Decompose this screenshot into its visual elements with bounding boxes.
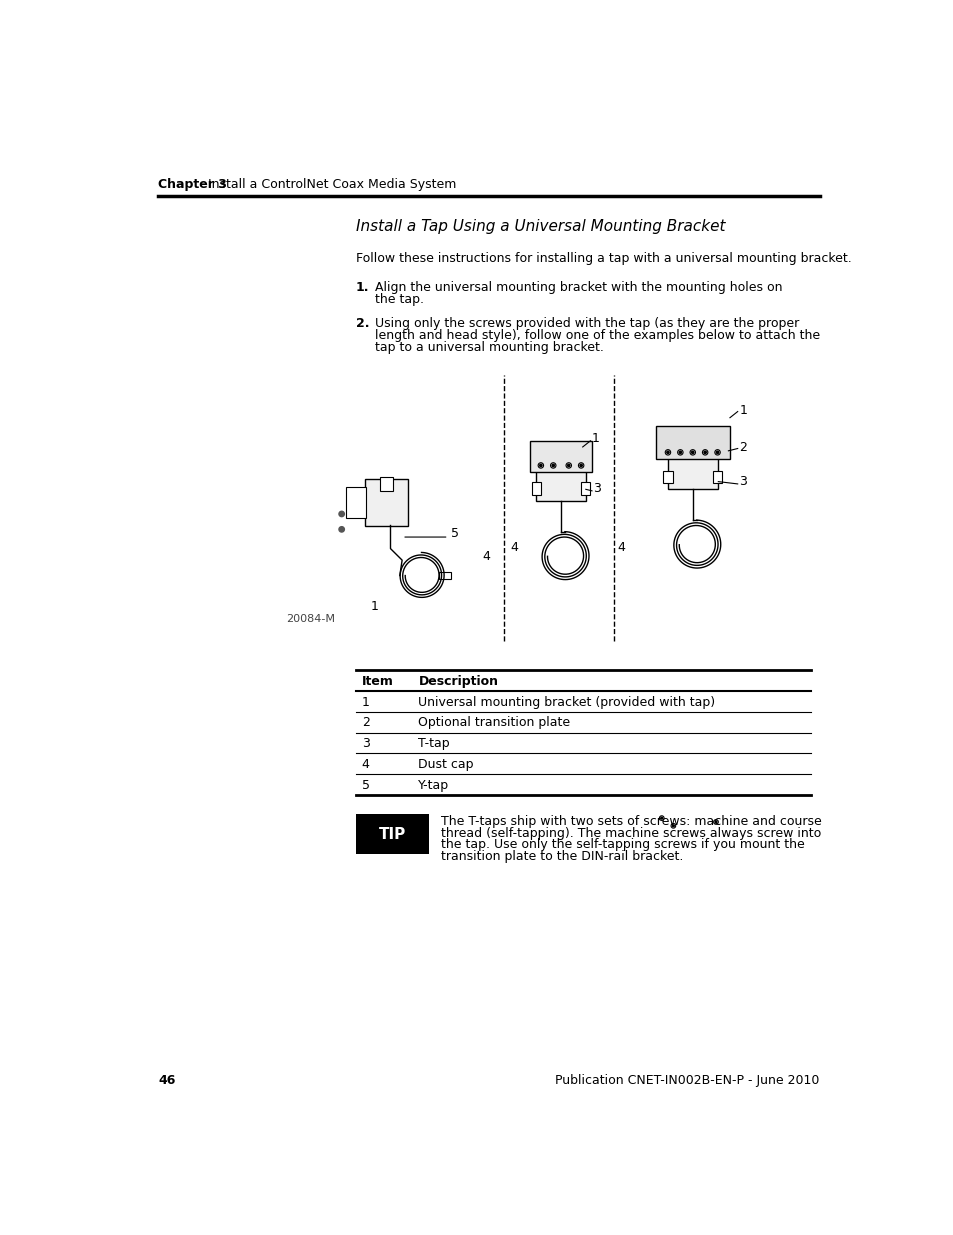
Bar	[365, 479, 408, 526]
Text: transition plate to the DIN-rail bracket.: transition plate to the DIN-rail bracket…	[440, 850, 682, 863]
Text: 20084-M: 20084-M	[286, 614, 335, 624]
Text: 1: 1	[739, 404, 746, 417]
Text: 4: 4	[361, 758, 370, 771]
Circle shape	[679, 451, 680, 453]
Text: the tap.: the tap.	[375, 293, 423, 306]
Bar	[355, 814, 429, 855]
Circle shape	[338, 526, 344, 532]
Text: 1: 1	[592, 432, 599, 446]
Circle shape	[672, 825, 674, 826]
Text: 4: 4	[510, 541, 518, 555]
Bar	[380, 477, 393, 490]
Text: Y-tap: Y-tap	[418, 779, 449, 792]
Bar	[438, 572, 451, 579]
Circle shape	[703, 451, 705, 453]
Text: 46: 46	[158, 1073, 175, 1087]
Text: tap to a universal mounting bracket.: tap to a universal mounting bracket.	[375, 342, 603, 354]
Text: Align the universal mounting bracket with the mounting holes on: Align the universal mounting bracket wit…	[375, 280, 781, 294]
Circle shape	[715, 821, 716, 823]
Text: thread (self-tapping). The machine screws always screw into: thread (self-tapping). The machine screw…	[440, 826, 821, 840]
Text: 1: 1	[371, 600, 378, 614]
Text: 2: 2	[739, 441, 746, 453]
Circle shape	[691, 451, 693, 453]
Circle shape	[716, 451, 718, 453]
Text: 5: 5	[361, 779, 370, 792]
Circle shape	[660, 818, 662, 819]
Text: 3: 3	[739, 475, 746, 489]
Text: 3: 3	[361, 737, 370, 750]
Bar	[536, 458, 585, 501]
Bar	[531, 483, 540, 495]
Text: Publication CNET-IN002B-EN-P - June 2010: Publication CNET-IN002B-EN-P - June 2010	[555, 1073, 819, 1087]
Bar	[667, 446, 717, 489]
Text: Optional transition plate: Optional transition plate	[418, 716, 570, 730]
Text: Using only the screws provided with the tap (as they are the proper: Using only the screws provided with the …	[375, 317, 799, 330]
Circle shape	[666, 451, 668, 453]
Text: 1.: 1.	[355, 280, 369, 294]
Text: Description: Description	[418, 674, 497, 688]
Circle shape	[552, 464, 554, 467]
Text: The T-taps ship with two sets of screws: machine and course: The T-taps ship with two sets of screws:…	[440, 815, 821, 827]
Bar	[662, 471, 672, 483]
Text: Install a ControlNet Coax Media System: Install a ControlNet Coax Media System	[208, 178, 456, 191]
Text: T-tap: T-tap	[418, 737, 450, 750]
Text: Follow these instructions for installing a tap with a universal mounting bracket: Follow these instructions for installing…	[355, 252, 850, 266]
Circle shape	[338, 511, 344, 516]
Text: 2: 2	[361, 716, 370, 730]
Text: Universal mounting bracket (provided with tap): Universal mounting bracket (provided wit…	[418, 695, 715, 709]
Text: TIP: TIP	[378, 827, 406, 842]
Text: 4: 4	[481, 550, 489, 563]
Text: 2.: 2.	[355, 317, 369, 330]
Bar	[712, 471, 721, 483]
Circle shape	[539, 464, 541, 467]
Text: Item: Item	[361, 674, 394, 688]
Text: Install a Tap Using a Universal Mounting Bracket: Install a Tap Using a Universal Mounting…	[355, 220, 724, 235]
Text: Dust cap: Dust cap	[418, 758, 474, 771]
Circle shape	[579, 464, 581, 467]
Bar	[655, 426, 729, 458]
Text: 4: 4	[617, 541, 625, 555]
Bar	[580, 483, 590, 495]
Circle shape	[567, 464, 569, 467]
Text: the tap. Use only the self-tapping screws if you mount the: the tap. Use only the self-tapping screw…	[440, 839, 803, 851]
Text: 3: 3	[593, 483, 600, 495]
Bar	[530, 441, 592, 472]
Text: 1: 1	[361, 695, 370, 709]
Text: length and head style), follow one of the examples below to attach the: length and head style), follow one of th…	[375, 330, 820, 342]
Text: Chapter 3: Chapter 3	[158, 178, 227, 191]
Text: 5: 5	[451, 527, 458, 540]
Bar	[346, 487, 366, 517]
